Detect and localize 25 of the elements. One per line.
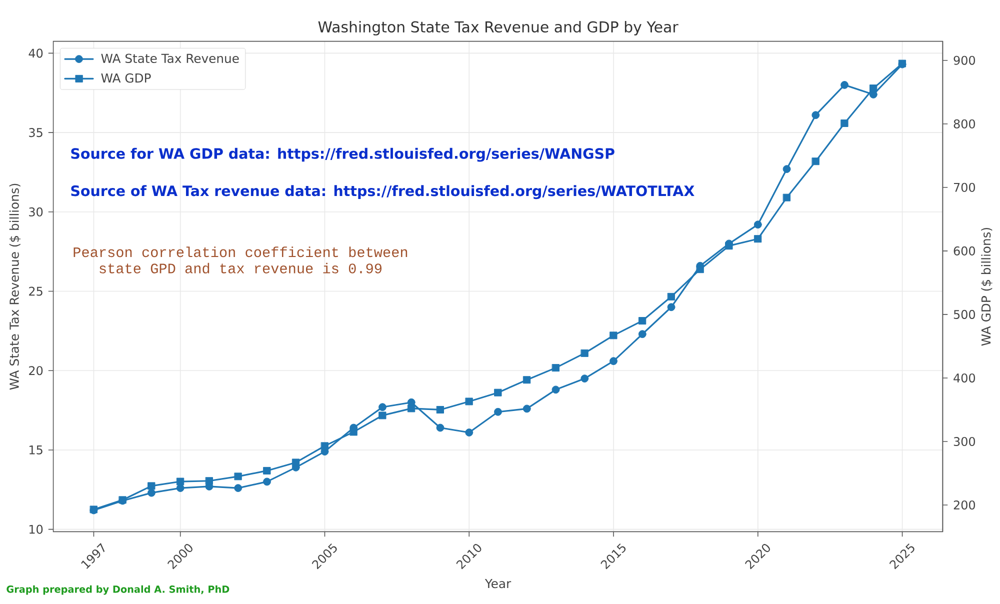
y-tick-label: 15: [30, 446, 42, 454]
y-tick-label: 40: [28, 48, 43, 58]
y2-tick-label: 400: [954, 373, 976, 382]
y-tick-label: 20: [29, 366, 43, 376]
y-tick-label: 25: [29, 286, 42, 296]
y2-tick-label: 900: [954, 56, 976, 65]
chart-title: Washington State Tax Revenue and GDP by Year: [318, 20, 678, 36]
y-tick-label: 35: [29, 128, 42, 138]
y2-tick-label: 500: [954, 310, 976, 319]
y2-axis-title: WA GDP ($ billions): [981, 228, 992, 346]
y2-tick-label: 200: [954, 500, 976, 510]
y2-tick-label: 600: [954, 246, 976, 256]
annotation: Pearson correlation coefficient between state GPD and tax revenue is 0.99: [74, 246, 408, 274]
legend-label: WA GDP: [101, 73, 151, 83]
y-tick-label: 10: [30, 524, 43, 534]
annotation: Source for WA GDP data: https://fred.stlouisfed.org/series/WANGSP: [71, 148, 614, 162]
y2-tick-label: 700: [954, 182, 976, 192]
y-tick-label: 30: [29, 207, 43, 216]
annotation: Source of WA Tax revenue data: https://fred.stlouisfed.org/series/WATOTLTAX: [71, 185, 694, 200]
y-axis-title: WA State Tax Revenue ($ billions): [9, 184, 21, 390]
legend-label: WA State Tax Revenue: [101, 54, 239, 64]
x-axis-title: Year: [484, 578, 512, 588]
y2-tick-label: 800: [954, 119, 976, 128]
text: Graph prepared by Donald A. Smith, PhD: [6, 585, 230, 595]
y2-tick-label: 300: [954, 436, 976, 446]
